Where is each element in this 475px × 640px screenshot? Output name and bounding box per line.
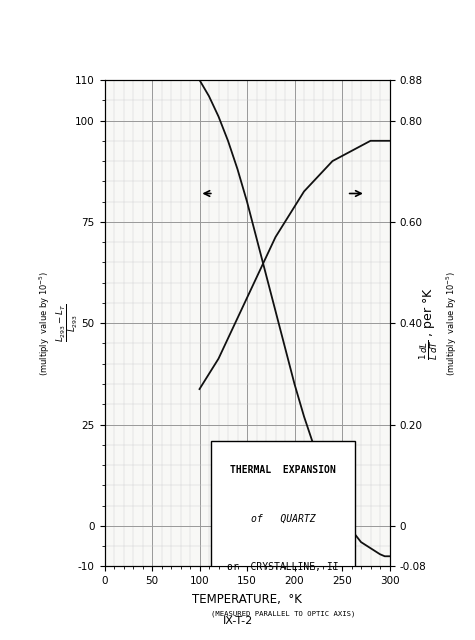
Text: IX-T-2: IX-T-2 — [222, 616, 253, 626]
Text: of   QUARTZ: of QUARTZ — [251, 514, 315, 524]
Text: (multiply  value by 10$^{-5}$): (multiply value by 10$^{-5}$) — [445, 271, 459, 376]
X-axis label: TEMPERATURE,  °K: TEMPERATURE, °K — [192, 593, 302, 606]
Text: $\frac{1}{L}\frac{dL}{dT}$ , per $\degree$K: $\frac{1}{L}\frac{dL}{dT}$ , per $\degre… — [418, 287, 440, 360]
Text: or  CRYSTALLINE, II: or CRYSTALLINE, II — [228, 563, 339, 572]
Text: $\frac{L_{293}-L_T}{L_{293}}$: $\frac{L_{293}-L_T}{L_{293}}$ — [55, 304, 80, 342]
Text: (multiply  value by 10$^{-5}$): (multiply value by 10$^{-5}$) — [38, 271, 52, 376]
Text: (MEASURED PARALLEL TO OPTIC AXIS): (MEASURED PARALLEL TO OPTIC AXIS) — [211, 611, 355, 618]
FancyBboxPatch shape — [211, 441, 355, 640]
Text: THERMAL  EXPANSION: THERMAL EXPANSION — [230, 465, 336, 475]
